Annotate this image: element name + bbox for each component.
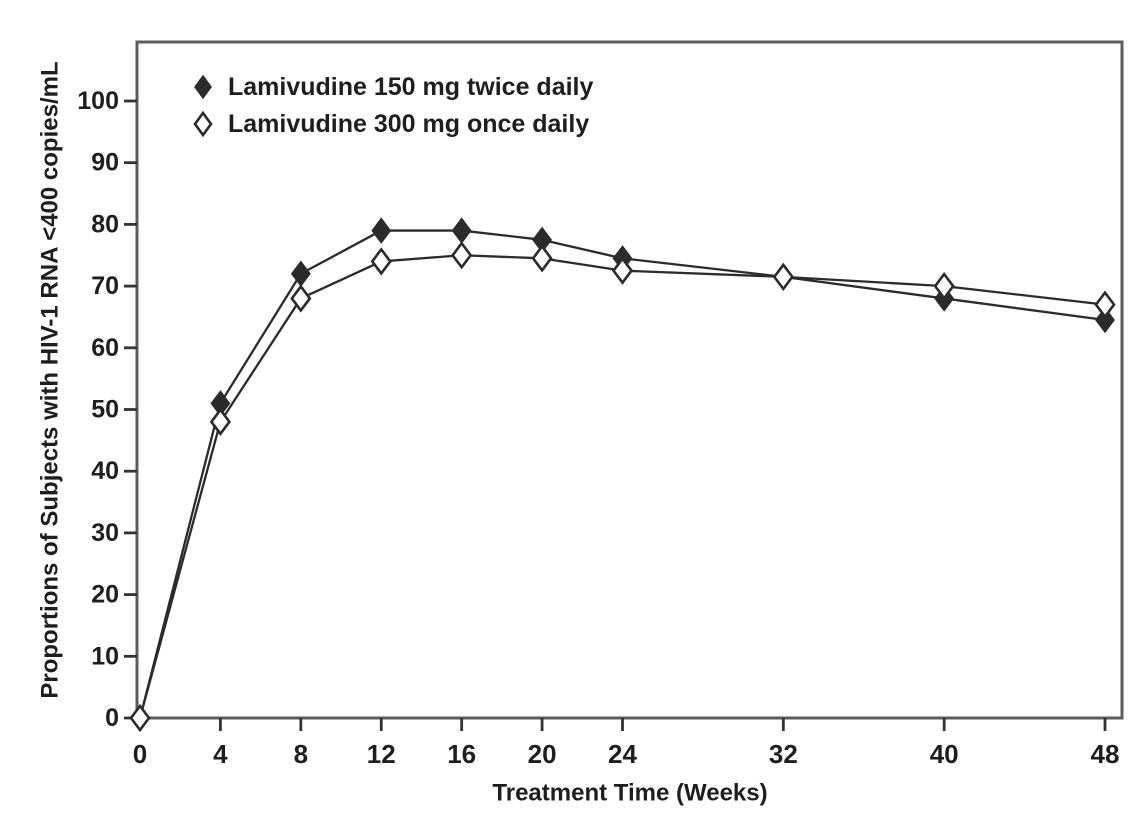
- x-tick-label: 32: [769, 739, 798, 769]
- plot-frame: [135, 40, 1124, 720]
- y-tick-label: 60: [91, 334, 119, 362]
- y-tick-label: 40: [91, 457, 119, 485]
- open-diamond-marker: [611, 256, 634, 285]
- series-line-0: [138, 229, 1107, 720]
- legend-marker-0: [194, 74, 212, 100]
- x-tick-label: 0: [133, 739, 147, 769]
- open-diamond-marker: [531, 244, 553, 273]
- y-tick-label: 100: [77, 87, 119, 115]
- y-tick-label: 0: [105, 704, 119, 732]
- open-diamond-marker: [1094, 290, 1116, 319]
- open-diamond-marker: [772, 262, 794, 292]
- open-diamond-marker: [933, 271, 955, 301]
- y-tick-label: 30: [91, 519, 119, 547]
- y-axis-title: Proportions of Subjects with HIV-1 RNA <…: [37, 61, 64, 698]
- y-tick-label: 70: [91, 272, 119, 300]
- x-tick-label: 12: [367, 739, 396, 769]
- y-tick-label: 80: [91, 210, 119, 238]
- y-tick-label: 50: [91, 396, 119, 424]
- y-tick-label: 20: [91, 581, 119, 609]
- open-diamond-marker: [370, 247, 392, 276]
- x-tick-label: 40: [930, 739, 959, 769]
- open-diamond-marker: [451, 241, 473, 270]
- filled-diamond-marker: [371, 217, 392, 244]
- x-tick-label: 16: [447, 739, 476, 769]
- x-tick-label: 8: [294, 739, 308, 769]
- series-line-1: [138, 254, 1107, 720]
- y-tick-label: 10: [91, 642, 119, 670]
- legend-marker-1: [193, 110, 213, 138]
- y-tick-label: 90: [91, 149, 119, 177]
- x-axis-title: Treatment Time (Weeks): [492, 780, 767, 807]
- open-diamond-marker: [129, 703, 151, 733]
- legend-label-1: Lamivudine 300 mg once daily: [228, 110, 589, 138]
- filled-diamond-marker: [451, 217, 472, 244]
- x-tick-label: 48: [1091, 739, 1120, 769]
- x-tick-label: 24: [608, 739, 637, 769]
- open-diamond-marker: [209, 407, 232, 437]
- legend-label-0: Lamivudine 150 mg twice daily: [228, 73, 594, 101]
- filled-diamond-marker: [1095, 306, 1115, 334]
- x-tick-label: 20: [528, 739, 557, 769]
- x-tick-label: 4: [213, 739, 228, 769]
- open-diamond-marker: [290, 284, 312, 313]
